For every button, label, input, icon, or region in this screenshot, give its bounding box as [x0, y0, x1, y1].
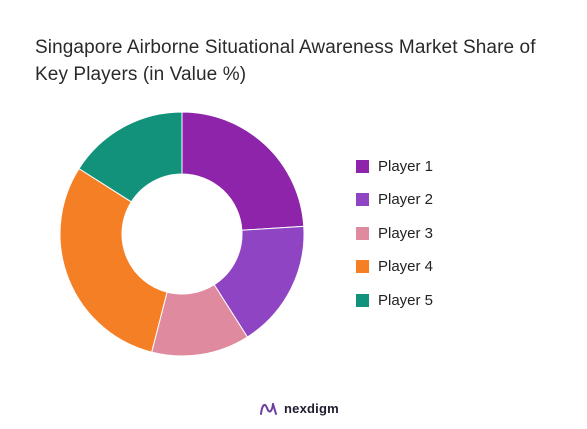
- legend-label: Player 3: [378, 224, 434, 242]
- legend-swatch: [356, 159, 369, 173]
- legend-item-player-1: Player 1: [356, 156, 433, 176]
- brand-logo: nexdigm: [259, 399, 339, 417]
- legend-item-player-5: Player 5: [356, 290, 433, 310]
- donut-slice-player-2: [213, 225, 305, 338]
- chart-title: Singapore Airborne Situational Awareness…: [35, 37, 536, 85]
- brand-name: nexdigm: [284, 400, 339, 416]
- donut-slice-player-1: [181, 111, 305, 231]
- legend-label: Player 2: [378, 191, 434, 208]
- legend-label: Player 5: [378, 291, 434, 309]
- nexdigm-logo-icon: [260, 403, 277, 415]
- legend-swatch: [356, 226, 369, 240]
- legend-item-player-2: Player 2: [356, 190, 433, 210]
- donut-slice-player-5: [78, 111, 183, 203]
- legend-label: Player 1: [378, 157, 434, 175]
- legend-item-player-4: Player 4: [356, 257, 433, 277]
- legend-swatch: [356, 293, 369, 307]
- legend-item-player-3: Player 3: [356, 223, 433, 243]
- donut-slice-player-4: [59, 167, 168, 353]
- legend-label: Player 4: [378, 258, 434, 275]
- legend-swatch: [356, 193, 369, 206]
- chart-legend: Player 1 Player 2 Player 3 Player 4 Player 5: [356, 156, 433, 310]
- legend-swatch: [356, 260, 369, 273]
